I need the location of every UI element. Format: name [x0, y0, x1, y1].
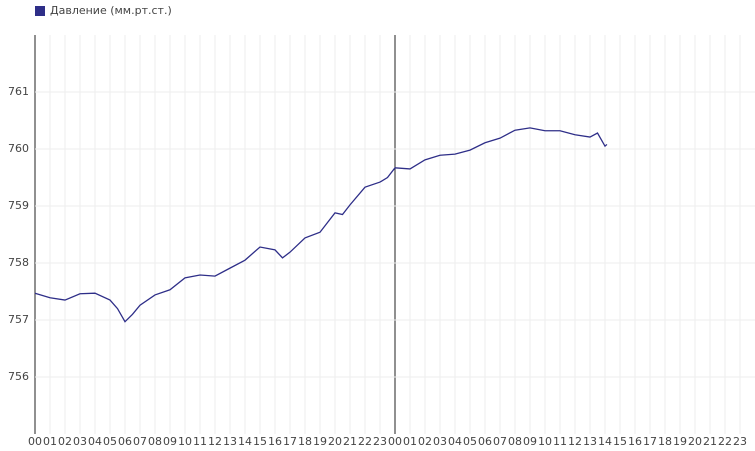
x-tick-label: 00	[28, 435, 42, 448]
legend-label: Давление (мм.рт.ст.)	[50, 4, 172, 17]
x-tick-label: 13	[223, 435, 237, 448]
x-tick-label: 23	[733, 435, 747, 448]
x-tick-label: 13	[583, 435, 597, 448]
x-tick-label: 16	[628, 435, 642, 448]
x-tick-label: 06	[118, 435, 132, 448]
x-tick-label: 01	[43, 435, 57, 448]
x-tick-label: 15	[613, 435, 627, 448]
y-tick-label: 760	[8, 142, 29, 155]
legend-swatch	[35, 6, 45, 16]
x-tick-label: 10	[538, 435, 552, 448]
x-tick-label: 07	[493, 435, 507, 448]
x-tick-label: 07	[133, 435, 147, 448]
x-tick-label: 10	[178, 435, 192, 448]
x-tick-label: 23	[373, 435, 387, 448]
y-tick-label: 759	[8, 199, 29, 212]
x-tick-label: 15	[253, 435, 267, 448]
x-tick-label: 21	[703, 435, 717, 448]
x-tick-label: 03	[73, 435, 87, 448]
x-tick-label: 17	[283, 435, 297, 448]
x-tick-label: 05	[103, 435, 117, 448]
x-tick-label: 06	[478, 435, 492, 448]
x-tick-label: 00	[388, 435, 402, 448]
x-tick-label: 01	[403, 435, 417, 448]
x-tick-label: 19	[673, 435, 687, 448]
x-tick-label: 18	[298, 435, 312, 448]
x-tick-label: 08	[148, 435, 162, 448]
x-tick-label: 08	[508, 435, 522, 448]
x-tick-label: 03	[433, 435, 447, 448]
y-tick-label: 758	[8, 256, 29, 269]
x-tick-label: 20	[688, 435, 702, 448]
y-tick-label: 757	[8, 313, 29, 326]
x-tick-label: 09	[523, 435, 537, 448]
y-tick-label: 756	[8, 370, 29, 383]
x-tick-label: 11	[553, 435, 567, 448]
x-tick-label: 20	[328, 435, 342, 448]
x-tick-label: 17	[643, 435, 657, 448]
x-tick-label: 22	[718, 435, 732, 448]
x-tick-label: 14	[598, 435, 612, 448]
x-tick-label: 14	[238, 435, 252, 448]
x-tick-label: 04	[88, 435, 102, 448]
x-tick-label: 02	[58, 435, 72, 448]
x-tick-label: 05	[463, 435, 477, 448]
x-tick-label: 12	[208, 435, 222, 448]
x-tick-label: 19	[313, 435, 327, 448]
x-tick-label: 16	[268, 435, 282, 448]
x-tick-label: 11	[193, 435, 207, 448]
x-tick-label: 18	[658, 435, 672, 448]
x-tick-label: 22	[358, 435, 372, 448]
x-tick-label: 12	[568, 435, 582, 448]
x-tick-label: 02	[418, 435, 432, 448]
x-tick-label: 21	[343, 435, 357, 448]
y-tick-label: 761	[8, 85, 29, 98]
x-tick-label: 09	[163, 435, 177, 448]
x-tick-label: 04	[448, 435, 462, 448]
data-line	[34, 127, 608, 323]
